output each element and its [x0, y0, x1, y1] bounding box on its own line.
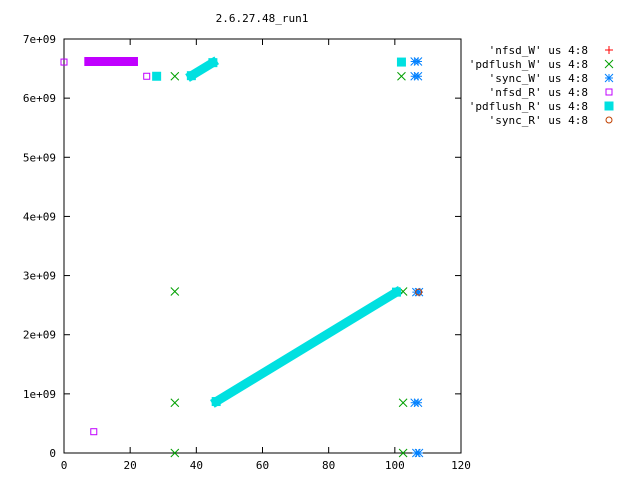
legend-marker [605, 46, 613, 54]
legend: 'nfsd_W' us 4:8'pdflush_W' us 4:8'sync_W… [469, 44, 614, 127]
data-point [208, 58, 218, 68]
data-point [211, 397, 221, 407]
x-tick-label: 80 [322, 459, 335, 472]
axes: 0 20 40 60 80 100 120 0 1e+09 2e+09 3e+09 4e+09 5e+0… [23, 33, 471, 472]
data-point [398, 398, 408, 408]
x-tick-label: 40 [190, 459, 203, 472]
y-tick-label: 0 [49, 447, 56, 460]
data-point [186, 71, 196, 81]
data-point [170, 398, 180, 408]
legend-entry: 'sync_R' us 4:8 [489, 114, 613, 127]
legend-label: 'sync_W' us 4:8 [489, 72, 588, 85]
legend-marker [604, 101, 614, 111]
data-point [396, 57, 406, 67]
data-point [398, 448, 408, 458]
x-tick-label: 20 [124, 459, 137, 472]
data-point [414, 448, 424, 458]
data-point [413, 398, 423, 408]
series [60, 57, 151, 436]
data-point [413, 57, 423, 66]
legend-marker [605, 88, 613, 96]
legend-entry: 'nfsd_W' us 4:8 [489, 44, 613, 57]
series-segment [210, 285, 403, 408]
series [415, 288, 423, 296]
series [410, 57, 424, 458]
legend-entry: 'pdflush_R' us 4:8 [469, 100, 614, 113]
x-tick-label: 60 [256, 459, 269, 472]
x-tick-label: 120 [451, 459, 471, 472]
data-point [90, 428, 98, 436]
data-point [152, 71, 162, 81]
data-point [397, 71, 406, 81]
plot-frame [63, 38, 462, 454]
y-tick-label: 2e+09 [23, 329, 56, 342]
data-point [129, 57, 137, 65]
y-tick-label: 6e+09 [23, 92, 56, 105]
y-tick-label: 7e+09 [23, 33, 56, 46]
y-tick-label: 5e+09 [23, 151, 56, 164]
legend-entry: 'nfsd_R' us 4:8 [489, 86, 613, 99]
x-tick-label: 100 [385, 459, 405, 472]
legend-entry: 'sync_W' us 4:8 [489, 72, 614, 85]
plot-area [60, 56, 424, 458]
y-tick-label: 1e+09 [23, 388, 56, 401]
data-point [143, 72, 151, 80]
legend-label: 'sync_R' us 4:8 [489, 114, 588, 127]
legend-marker [605, 116, 613, 124]
data-point [391, 287, 401, 297]
data-point [170, 71, 180, 81]
legend-label: 'nfsd_R' us 4:8 [489, 86, 588, 99]
data-point [170, 448, 180, 458]
y-tick-label: 4e+09 [23, 210, 56, 223]
chart-title: 2.6.27.48_run1 [216, 12, 309, 25]
legend-label: 'nfsd_W' us 4:8 [489, 44, 588, 57]
data-point [413, 71, 423, 81]
legend-marker [604, 59, 614, 69]
series [152, 57, 406, 407]
x-tick-label: 0 [61, 459, 68, 472]
legend-label: 'pdflush_W' us 4:8 [469, 58, 588, 71]
legend-label: 'pdflush_R' us 4:8 [469, 100, 588, 113]
data-point [415, 288, 423, 296]
data-point [60, 58, 68, 66]
legend-marker [604, 73, 614, 83]
y-tick-label: 3e+09 [23, 270, 56, 283]
series [170, 71, 408, 458]
data-point [170, 287, 180, 296]
legend-entry: 'pdflush_W' us 4:8 [469, 58, 614, 71]
